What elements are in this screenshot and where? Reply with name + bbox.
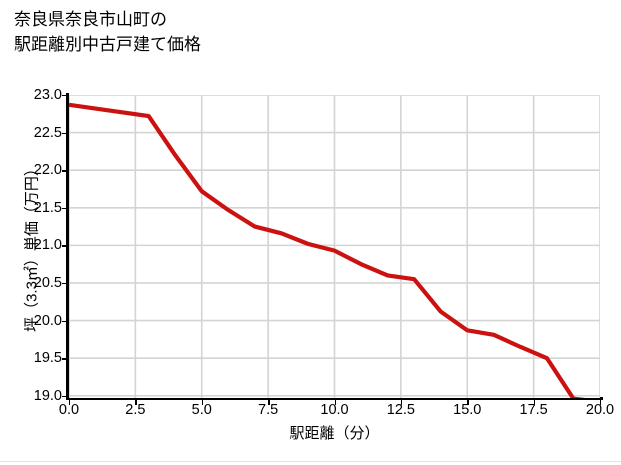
footer-divider xyxy=(0,461,621,462)
y-axis-tick-mark xyxy=(62,245,67,247)
line-chart-svg xyxy=(69,95,600,398)
x-axis-tick-mark xyxy=(69,400,71,405)
data-series-line xyxy=(69,102,586,398)
y-axis-tick-mark xyxy=(62,282,67,285)
x-axis-tick-mark xyxy=(201,400,204,405)
y-axis-tick-mark xyxy=(62,320,67,322)
y-axis-tick-mark xyxy=(62,95,67,97)
x-axis-tick-label: 7.5 xyxy=(258,402,279,418)
page-title: 奈良県奈良市山町の 駅距離別中古戸建て価格 xyxy=(14,10,201,54)
x-axis-tick-mark xyxy=(268,400,270,405)
y-axis-tick-labels: 19.0 19.5 20.0 20.5 21.0 21.5 22.0 22.5 23.0 xyxy=(0,0,62,465)
x-axis-tick-mark xyxy=(135,400,137,405)
x-axis-tick-mark xyxy=(533,400,536,405)
x-axis-tick-label: 5.0 xyxy=(191,402,212,418)
x-axis-tick-label: 20.0 xyxy=(585,402,615,418)
x-axis-title: 駅距離（分） xyxy=(289,425,380,442)
y-axis-tick-label: 23.0 xyxy=(33,87,62,103)
y-axis-tick-label: 22.0 xyxy=(33,162,62,179)
y-axis-tick-label: 19.0 xyxy=(33,387,62,404)
y-axis-tick-label: 22.5 xyxy=(33,124,62,141)
y-axis-tick-label: 21.5 xyxy=(33,199,62,216)
y-axis-tick-mark xyxy=(62,395,67,398)
x-axis-tick-label: 12.5 xyxy=(386,402,415,418)
y-axis-tick-mark xyxy=(62,207,67,210)
x-axis-tick-label: 2.5 xyxy=(125,402,146,418)
x-axis-spine xyxy=(66,397,603,400)
x-axis-tick-label: 17.5 xyxy=(519,402,548,418)
x-axis-tick-mark xyxy=(600,400,602,405)
x-axis-tick-label: 15.0 xyxy=(453,402,482,418)
y-axis-tick-label: 19.5 xyxy=(33,350,62,367)
x-axis-tick-mark xyxy=(467,400,469,405)
gridlines xyxy=(69,95,600,398)
y-axis-tick-label: 20.5 xyxy=(33,274,62,291)
x-axis-tick-mark xyxy=(400,400,403,405)
y-axis-spine xyxy=(66,93,69,400)
y-axis-tick-label: 21.0 xyxy=(33,237,62,254)
y-axis-title: 坪（3.3㎡）単価（万円） xyxy=(23,161,41,332)
plot-area xyxy=(69,95,600,398)
x-axis-tick-mark xyxy=(334,400,336,405)
x-axis-tick-label: 0.0 xyxy=(58,402,80,418)
x-axis-tick-label: 10.0 xyxy=(320,402,349,418)
y-axis-tick-mark xyxy=(62,132,67,134)
y-axis-tick-mark xyxy=(62,170,67,172)
y-axis-tick-mark xyxy=(62,358,67,360)
y-axis-tick-label: 20.0 xyxy=(33,312,62,329)
